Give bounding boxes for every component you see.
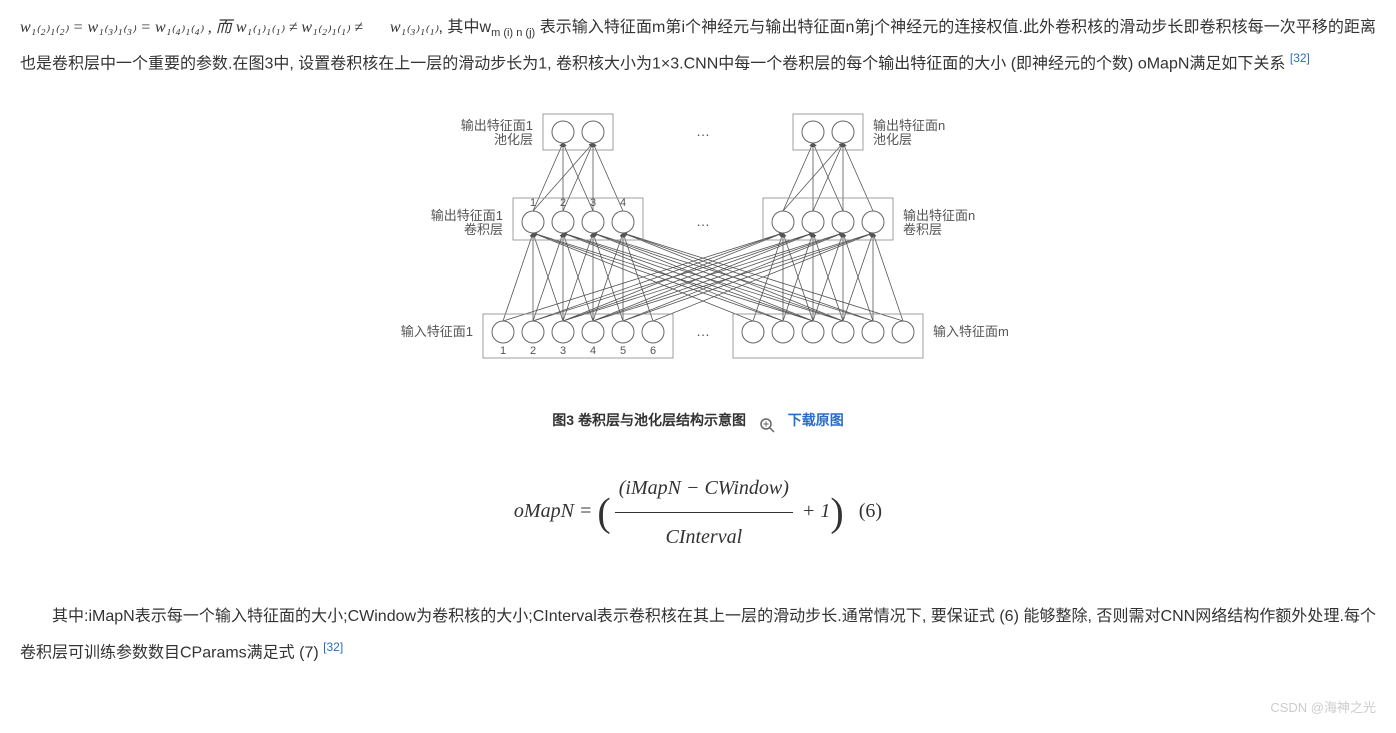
figure-3: 1234123456………输出特征面1池化层输出特征面n池化层输出特征面1卷积层… bbox=[20, 102, 1376, 395]
eq-lhs: oMapN bbox=[514, 500, 574, 522]
svg-text:2: 2 bbox=[560, 197, 566, 209]
eq-number: (6) bbox=[859, 500, 882, 522]
eq-denominator: CInterval bbox=[615, 513, 793, 559]
equation-6: oMapN = ( (iMapN − CWindow) CInterval + … bbox=[20, 466, 1376, 559]
svg-text:池化层: 池化层 bbox=[873, 132, 912, 147]
svg-text:输入特征面1: 输入特征面1 bbox=[401, 324, 473, 339]
figure-caption: 图3 卷积层与池化层结构示意图 bbox=[552, 412, 746, 428]
svg-text:…: … bbox=[696, 213, 710, 229]
svg-text:输入特征面m: 输入特征面m bbox=[933, 324, 1009, 339]
svg-text:输出特征面n: 输出特征面n bbox=[903, 208, 975, 223]
watermark: CSDN @海神之光 bbox=[1270, 694, 1376, 723]
paragraph-1: w₁₍₂₎₁₍₂₎ = w₁₍₃₎₁₍₃₎ = w₁₍₄₎₁₍₄₎ , 而 w₁… bbox=[20, 10, 1376, 82]
figure-caption-row: 图3 卷积层与池化层结构示意图 下载原图 bbox=[20, 405, 1376, 436]
svg-text:1: 1 bbox=[500, 345, 506, 357]
eq-numerator: (iMapN − CWindow) bbox=[615, 466, 793, 513]
citation-link-32b[interactable]: [32] bbox=[323, 640, 343, 654]
svg-text:输出特征面1: 输出特征面1 bbox=[431, 208, 503, 223]
svg-text:4: 4 bbox=[590, 345, 596, 357]
svg-text:…: … bbox=[696, 323, 710, 339]
para2-text: 其中:iMapN表示每一个输入特征面的大小;CWindow为卷积核的大小;CIn… bbox=[20, 608, 1376, 662]
svg-text:卷积层: 卷积层 bbox=[903, 222, 942, 237]
svg-text:3: 3 bbox=[590, 197, 596, 209]
svg-text:卷积层: 卷积层 bbox=[464, 222, 503, 237]
eq-sign: = bbox=[574, 500, 598, 522]
eq-plus: + 1 bbox=[797, 500, 831, 522]
sub-notation: m (i) n (j) bbox=[491, 27, 535, 39]
svg-text:输出特征面n: 输出特征面n bbox=[873, 118, 945, 133]
zoom-icon[interactable] bbox=[760, 414, 774, 428]
svg-text:池化层: 池化层 bbox=[494, 132, 533, 147]
cnn-diagram-svg: 1234123456………输出特征面1池化层输出特征面n池化层输出特征面1卷积层… bbox=[378, 102, 1018, 382]
paragraph-2: 其中:iMapN表示每一个输入特征面的大小;CWindow为卷积核的大小;CIn… bbox=[20, 599, 1376, 671]
eq-fraction: (iMapN − CWindow) CInterval bbox=[615, 466, 793, 559]
math-expr-2: w₁₍₃₎₁₍₁₎ bbox=[390, 19, 439, 36]
download-original-link[interactable]: 下载原图 bbox=[788, 412, 844, 428]
svg-text:3: 3 bbox=[560, 345, 566, 357]
math-expr-1: w₁₍₂₎₁₍₂₎ = w₁₍₃₎₁₍₃₎ = w₁₍₄₎₁₍₄₎ , 而 w₁… bbox=[20, 19, 363, 36]
svg-text:1: 1 bbox=[530, 197, 536, 209]
text-a: , 其中w bbox=[438, 19, 491, 36]
svg-text:6: 6 bbox=[650, 345, 656, 357]
svg-text:…: … bbox=[696, 123, 710, 139]
svg-text:2: 2 bbox=[530, 345, 536, 357]
svg-text:输出特征面1: 输出特征面1 bbox=[461, 118, 533, 133]
svg-text:5: 5 bbox=[620, 345, 626, 357]
svg-text:4: 4 bbox=[620, 197, 626, 209]
citation-link-32a[interactable]: [32] bbox=[1290, 51, 1310, 65]
